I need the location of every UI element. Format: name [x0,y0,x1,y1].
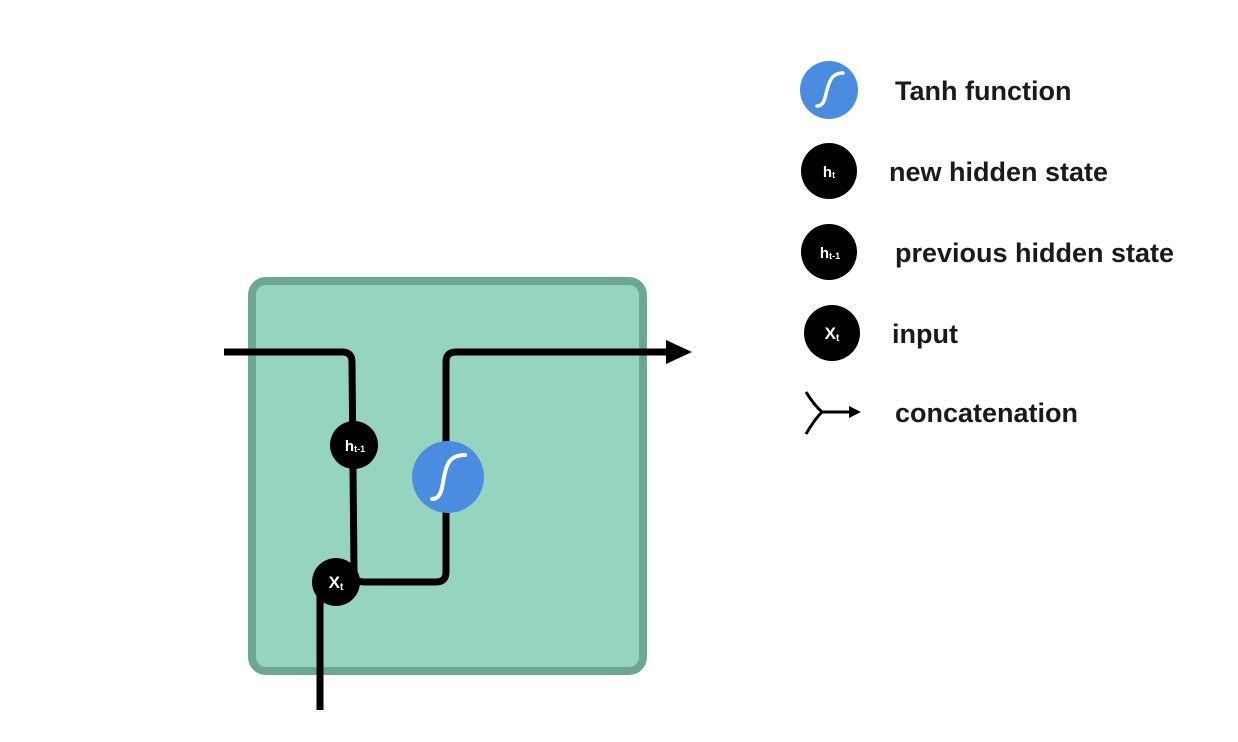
svg-text:Xt: Xt [329,573,344,593]
legend-label-tanh: Tanh function [895,76,1071,106]
svg-text:Xt: Xt [825,324,840,344]
legend-item-prev-hidden: ht-1 previous hidden state [801,224,1174,280]
prev-hidden-state-node: ht-1 [330,421,378,469]
input-node-main: X [329,573,341,592]
legend-item-concatenation: concatenation [804,391,1078,435]
legend-item-new-hidden: ht new hidden state [801,143,1108,199]
tanh-curve-icon [430,453,467,501]
svg-text:ht: ht [823,164,835,181]
hidden-state-line [224,348,668,586]
tanh-node [412,441,484,513]
legend-node-sub: t-1 [829,251,840,261]
node-circle-icon [804,305,860,361]
output-arrowhead [666,340,692,364]
node-circle-icon [801,143,857,199]
prev-hidden-node-main: h [345,438,354,455]
legend-node-sub: t [832,170,835,180]
svg-text:ht-1: ht-1 [345,438,365,455]
input-node: Xt [312,558,360,606]
concatenation-arrow-icon [804,391,861,435]
legend-label-input: input [892,319,958,349]
svg-text:ht-1: ht-1 [820,245,840,262]
legend-label-concatenation: concatenation [895,398,1078,428]
legend-item-tanh: Tanh function [800,61,1071,119]
tanh-curve-icon [815,71,845,108]
legend-node-main: h [820,245,829,262]
prev-hidden-node-sub: t-1 [354,444,365,454]
input-node-sub: t [340,582,344,593]
legend-label-prev-hidden: previous hidden state [895,238,1174,268]
legend: Tanh function ht new hidden state ht-1 p… [800,61,1174,435]
legend-item-input: Xt input [804,305,958,361]
node-circle-icon [801,224,857,280]
legend-label-new-hidden: new hidden state [889,157,1108,187]
legend-node-main: X [825,324,837,343]
legend-node-main: h [823,164,832,181]
legend-node-sub: t [836,333,840,344]
